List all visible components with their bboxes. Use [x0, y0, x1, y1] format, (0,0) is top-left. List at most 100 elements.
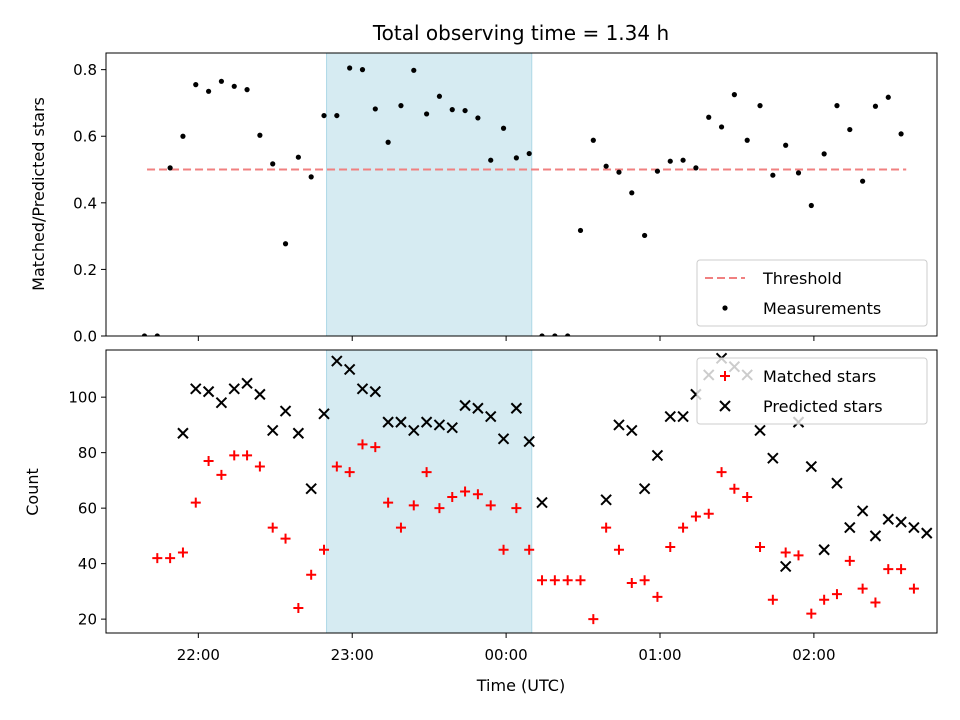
data-point — [754, 424, 766, 437]
data-point — [539, 333, 545, 336]
data-point — [369, 385, 382, 398]
data-point — [767, 594, 778, 605]
data-point — [882, 513, 894, 525]
data-point — [203, 455, 214, 466]
data-point — [190, 497, 201, 508]
data-point — [370, 442, 381, 453]
data-point — [549, 575, 560, 586]
top-shaded-region — [326, 53, 533, 336]
data-point — [383, 497, 394, 508]
data-point — [883, 564, 894, 575]
data-point — [356, 383, 369, 395]
data-point — [331, 355, 343, 367]
data-point — [755, 541, 766, 552]
data-point — [526, 150, 532, 157]
data-point — [279, 405, 292, 417]
data-point — [205, 88, 212, 94]
data-point — [795, 170, 802, 176]
data-point — [639, 575, 650, 586]
data-point — [757, 103, 763, 109]
data-point — [613, 544, 624, 555]
x-tick-label: 00:00 — [484, 646, 527, 664]
data-point — [654, 168, 661, 174]
data-point — [896, 564, 907, 575]
data-point — [215, 397, 228, 409]
data-point — [280, 533, 291, 544]
bottom-series-matched-stars — [152, 439, 919, 625]
data-point — [305, 483, 317, 495]
data-point — [408, 424, 420, 437]
data-point — [642, 232, 648, 239]
data-point — [228, 383, 240, 395]
data-point — [744, 137, 750, 143]
data-point — [613, 419, 625, 431]
data-point — [742, 492, 753, 503]
data-point — [921, 527, 933, 539]
data-point — [420, 416, 433, 428]
data-point — [334, 112, 340, 119]
data-point — [805, 460, 818, 473]
bottom-y-tick-label: 40 — [78, 555, 97, 573]
data-point — [433, 419, 446, 431]
bottom-legend: Matched stars Predicted stars — [696, 357, 928, 425]
data-point — [231, 83, 237, 89]
data-point — [343, 363, 356, 376]
data-point — [190, 383, 202, 395]
bottom-shaded-region — [326, 350, 533, 633]
bottom-y-tick-label: 20 — [78, 611, 97, 629]
data-point — [488, 157, 494, 163]
data-point — [319, 544, 330, 555]
data-point — [382, 416, 394, 428]
top-y-axis-label: Matched/Predicted stars — [29, 97, 48, 291]
data-point — [177, 427, 189, 439]
data-point — [536, 496, 548, 509]
data-point — [436, 93, 443, 99]
data-point — [552, 333, 558, 336]
x-axis-label: Time (UTC) — [476, 676, 565, 695]
data-point — [500, 125, 507, 131]
data-point — [398, 103, 404, 109]
data-point — [165, 553, 176, 564]
data-point — [562, 575, 573, 586]
data-point — [524, 544, 535, 555]
data-point — [395, 522, 406, 533]
chart-title: Total observing time = 1.34 h — [372, 21, 669, 45]
top-y-tick-label: 0.6 — [73, 128, 97, 146]
data-point — [680, 157, 686, 163]
data-point — [706, 114, 712, 120]
data-point — [626, 578, 637, 589]
data-point — [844, 555, 855, 566]
data-point — [498, 544, 509, 555]
data-point — [537, 575, 548, 586]
data-point — [318, 408, 330, 420]
data-point — [603, 163, 609, 169]
data-point — [770, 172, 776, 178]
data-point — [411, 67, 417, 73]
data-point — [652, 591, 663, 602]
legend-box — [696, 259, 928, 327]
data-point — [244, 87, 250, 93]
data-point — [690, 511, 701, 522]
data-point — [267, 522, 278, 533]
data-point — [908, 521, 920, 534]
legend-box — [696, 357, 928, 425]
data-point — [513, 155, 519, 161]
data-point — [600, 494, 612, 506]
data-point — [497, 433, 510, 445]
x-tick-label: 22:00 — [177, 646, 220, 664]
x-tick-label: 23:00 — [331, 646, 374, 664]
bottom-axes-frame — [105, 349, 938, 634]
data-point — [856, 505, 869, 517]
data-point — [511, 503, 522, 514]
x-tick-label: 02:00 — [792, 646, 835, 664]
data-point — [664, 410, 676, 423]
data-point — [267, 424, 279, 437]
legend-label: Measurements — [763, 299, 881, 318]
legend-label: Threshold — [762, 269, 842, 288]
data-point — [767, 452, 779, 464]
data-point — [154, 333, 160, 336]
data-point — [590, 137, 596, 143]
data-point — [447, 492, 458, 503]
data-point — [434, 503, 445, 514]
